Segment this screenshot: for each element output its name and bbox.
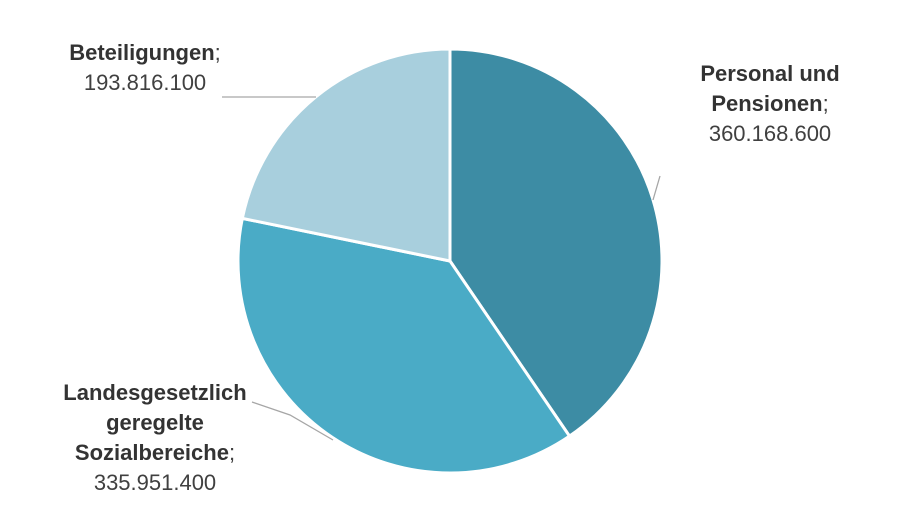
leader-line-1 bbox=[251, 401, 334, 441]
slice-label-name-line: Landesgesetzlich bbox=[63, 380, 247, 405]
slice-label-name-line: Personal und bbox=[700, 61, 840, 86]
slice-value-label: 193.816.100 bbox=[83, 70, 207, 95]
slice-label-name-line: Pensionen bbox=[711, 91, 823, 116]
leader-lines bbox=[222, 96, 661, 441]
slice-label-beteiligungen: Beteiligungen; 193.816.100 bbox=[45, 38, 245, 98]
slice-label-personal-und-pensionen: Personal und Pensionen; 360.168.600 bbox=[690, 59, 850, 149]
pie-slices bbox=[236, 47, 664, 475]
leader-line-0 bbox=[652, 175, 661, 201]
pie-slice-1 bbox=[236, 216, 571, 475]
slice-label-name-line: Sozialbereiche bbox=[74, 440, 229, 465]
slice-label-separator: ; bbox=[822, 91, 829, 116]
pie-slice-2 bbox=[240, 47, 452, 263]
slice-value-label: 335.951.400 bbox=[93, 470, 217, 495]
slice-label-name-line: geregelte bbox=[106, 410, 204, 435]
slice-label-separator: ; bbox=[214, 40, 221, 65]
slice-value-label: 360.168.600 bbox=[708, 121, 832, 146]
pie-slice-0 bbox=[448, 47, 664, 438]
slice-label-landesgesetzlich-geregelte-sozialbereiche: Landesgesetzlich geregelte Sozialbereich… bbox=[40, 378, 270, 498]
slice-label-name-line: Beteiligungen bbox=[69, 40, 215, 65]
slice-label-separator: ; bbox=[228, 440, 236, 465]
